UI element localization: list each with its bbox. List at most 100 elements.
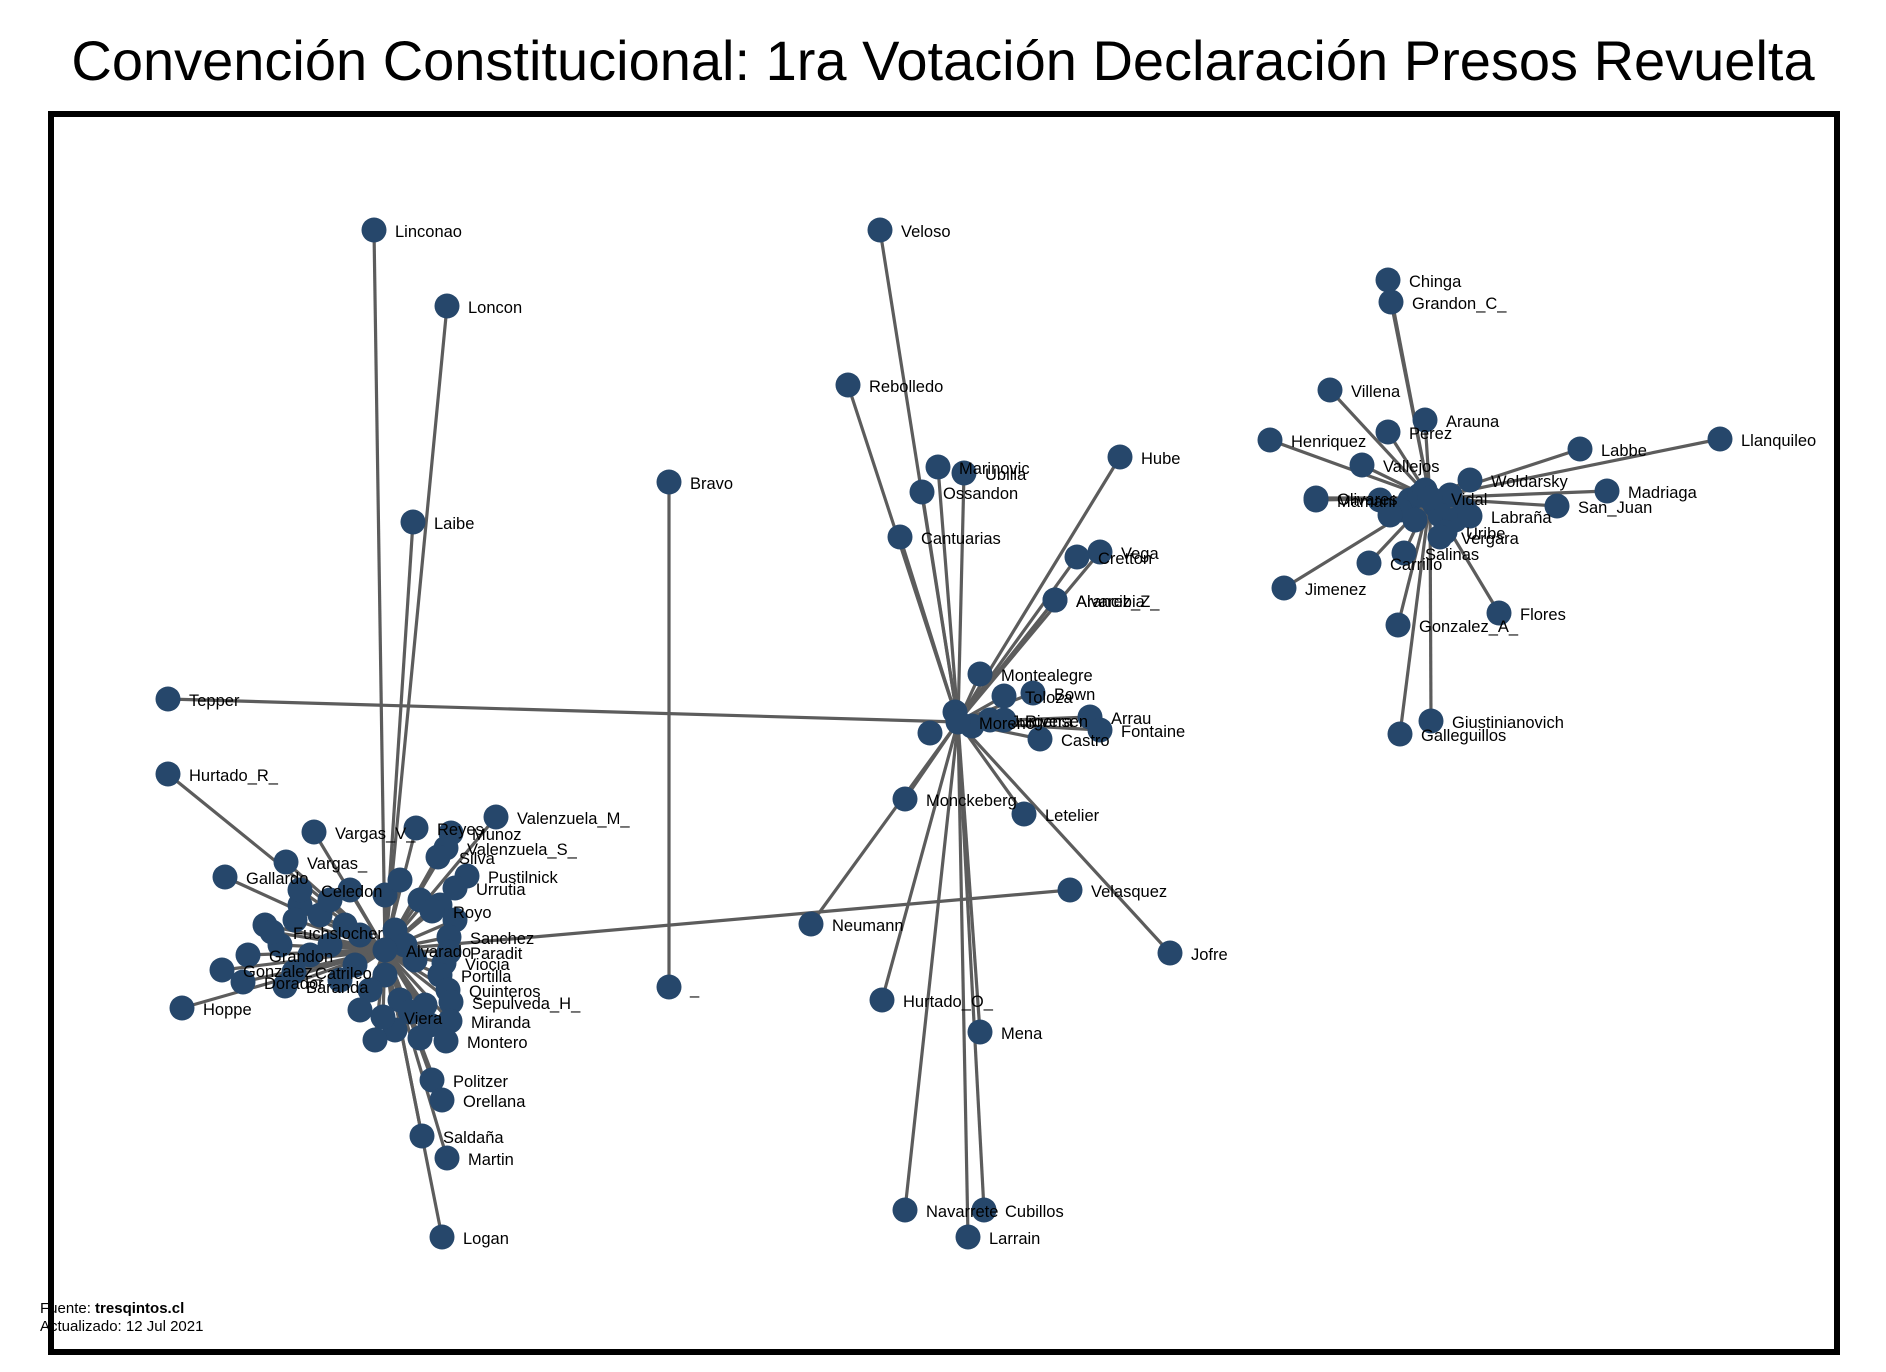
node-label-Bown: Bown <box>1054 686 1095 704</box>
node-Grandon_C_ <box>1378 289 1404 315</box>
node-layer <box>155 217 1733 1250</box>
edge-Villena <box>1328 388 1432 500</box>
node-Gonzalez_ <box>209 957 235 983</box>
node-label-Neumann: Neumann <box>832 917 904 935</box>
node-label-Grandon: Grandon <box>269 948 333 966</box>
node-Veloso <box>867 217 893 243</box>
edge-Jofre <box>956 720 1172 955</box>
node-Vallejos <box>1349 452 1375 478</box>
node-label-Olivares: Olivares <box>1337 491 1398 509</box>
node-label-_: _ <box>689 980 700 998</box>
node-label-Viocia: Viocia <box>465 956 510 974</box>
chart-title: Convención Constitucional: 1ra Votación … <box>71 29 1815 92</box>
node-Giustinianovich <box>1418 708 1444 734</box>
node-label-Munoz: Munoz <box>472 826 522 844</box>
node-label-Rebolledo: Rebolledo <box>869 378 943 396</box>
node-left-extra-11 <box>357 977 383 1003</box>
node-Jimenez <box>1271 575 1297 601</box>
edge-Ubilla <box>956 472 966 723</box>
node-left-extra-5 <box>297 942 323 968</box>
node-label-Alvarez_Z_: Alvarez_Z_ <box>1076 593 1160 611</box>
edge-Cantuarias <box>898 536 960 723</box>
node-label-Viera: Viera <box>404 1010 443 1028</box>
node-Fontaine <box>1087 717 1113 743</box>
node-Villena <box>1317 377 1343 403</box>
node-left-extra-21 <box>387 867 413 893</box>
node-label-Monckeberg: Monckeberg <box>926 792 1017 810</box>
node-label-Jofre: Jofre <box>1191 946 1228 964</box>
hub-label-left: Alvarado <box>406 943 471 961</box>
node-label-Pustilnick: Pustilnick <box>488 869 558 887</box>
node-label-Bravo: Bravo <box>690 475 733 493</box>
node-label-Arancibia: Arancibia <box>1076 593 1146 611</box>
node-label-Vergara: Vergara <box>1461 530 1520 548</box>
node-label-Gallardo: Gallardo <box>246 870 308 888</box>
node-label-Giustinianovich: Giustinianovich <box>1452 714 1564 732</box>
label-layer: Linconao Loncon Laibe Tepper Hurtado_R_ Varga… <box>189 223 1816 1248</box>
edge-Larrain <box>956 721 970 1238</box>
edge-Marinovic <box>936 466 960 723</box>
node-label-Letelier: Letelier <box>1045 807 1100 825</box>
node-Montealegre <box>967 661 993 687</box>
node-label-Mena: Mena <box>1001 1025 1043 1043</box>
node-Saldaña <box>409 1123 435 1149</box>
node-Fuchslocher <box>259 919 285 945</box>
node-label-Flores: Flores <box>1520 606 1566 624</box>
node-label-Paradit: Paradit <box>470 945 523 963</box>
node-label-Labraña: Labraña <box>1491 509 1552 527</box>
node-label-Miranda: Miranda <box>471 1014 531 1032</box>
node-label-Cretton: Cretton <box>1098 550 1152 568</box>
node-label-Henriquez: Henriquez <box>1291 433 1366 451</box>
node-label-Rivera: Rivera <box>1025 713 1074 731</box>
node-label-Loncon: Loncon <box>468 299 522 317</box>
node-Jofre <box>1157 940 1183 966</box>
node-Politzer <box>419 1067 445 1093</box>
node-Woldarsky <box>1457 467 1483 493</box>
node-San_Juan <box>1544 493 1570 519</box>
node-label-Marinovic: Marinovic <box>959 460 1030 478</box>
node-Toloza <box>991 683 1017 709</box>
node-Madriaga <box>1594 478 1620 504</box>
node-label-Hube: Hube <box>1141 450 1180 468</box>
node-label-Celedon: Celedon <box>321 883 382 901</box>
edge-Grandon_C_ <box>1389 301 1432 499</box>
node-label-Fontaine: Fontaine <box>1121 723 1185 741</box>
edge-Neumann <box>809 721 960 925</box>
node-label-Carrillo: Carrillo <box>1390 556 1442 574</box>
hub-node-right <box>1417 485 1443 511</box>
node-label-Hurtado_O_: Hurtado_O_ <box>903 993 994 1011</box>
source-value: tresqintos.cl <box>95 1300 185 1317</box>
edge-Cubillos <box>956 721 986 1211</box>
node-label-Valenzuela_M_: Valenzuela_M_ <box>517 810 630 828</box>
node-Gallardo <box>212 864 238 890</box>
node-Vega <box>1087 539 1113 565</box>
edge-Ossandon <box>920 491 960 723</box>
node-Navarrete <box>892 1197 918 1223</box>
node-left-extra-15 <box>347 997 373 1023</box>
node-label-Valenzuela_S_: Valenzuela_S_ <box>467 841 578 859</box>
node-Letelier <box>1011 801 1037 827</box>
node-label-Royo: Royo <box>453 904 492 922</box>
node-label-Orellana: Orellana <box>463 1093 526 1111</box>
node-left-extra-23 <box>337 877 363 903</box>
node-Hoppe <box>169 995 195 1021</box>
node-left-extra-25 <box>282 907 308 933</box>
node-label-Mamani: Mamani <box>1337 493 1396 511</box>
edge-Navarrete <box>903 721 960 1211</box>
node-Dorador <box>230 969 256 995</box>
node-label-Vargas_: Vargas_ <box>307 855 368 873</box>
source-label: Fuente: <box>40 1300 96 1317</box>
node-Velasquez <box>1057 877 1083 903</box>
node-Celedon <box>287 877 313 903</box>
node-left-extra-9 <box>402 947 428 973</box>
node-Galleguillos <box>1387 721 1413 747</box>
node-Bown <box>1020 680 1046 706</box>
node-label-Sepulveda_H_: Sepulveda_H_ <box>472 995 581 1013</box>
node-Mamani <box>1303 487 1329 513</box>
node-label-Labbe: Labbe <box>1601 442 1647 460</box>
node-label-Portilla: Portilla <box>461 968 512 986</box>
node-label-Gonzalez_: Gonzalez_ <box>243 963 323 981</box>
node-label-Vargas_V_: Vargas_V_ <box>335 825 416 843</box>
node-label-Montero: Montero <box>467 1034 528 1052</box>
node-label-Gonzalez_A_: Gonzalez_A_ <box>1419 618 1519 636</box>
